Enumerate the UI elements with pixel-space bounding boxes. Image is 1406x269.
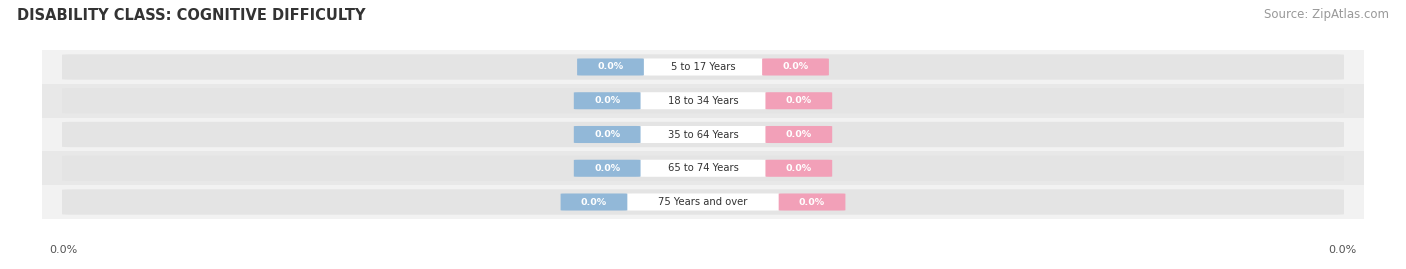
FancyBboxPatch shape [627,193,779,211]
Text: Source: ZipAtlas.com: Source: ZipAtlas.com [1264,8,1389,21]
Bar [42,84,1364,118]
FancyBboxPatch shape [640,92,766,109]
FancyBboxPatch shape [62,122,1344,147]
Text: 75 Years and over: 75 Years and over [658,197,748,207]
Text: 0.0%: 0.0% [786,96,811,105]
Text: 35 to 64 Years: 35 to 64 Years [668,129,738,140]
Text: 0.0%: 0.0% [786,130,811,139]
Text: 0.0%: 0.0% [799,197,825,207]
FancyBboxPatch shape [765,126,832,143]
Text: 0.0%: 0.0% [598,62,623,72]
Text: 0.0%: 0.0% [581,197,607,207]
FancyBboxPatch shape [574,126,641,143]
FancyBboxPatch shape [779,193,845,211]
FancyBboxPatch shape [643,58,763,76]
Text: 0.0%: 0.0% [595,130,620,139]
Text: 5 to 17 Years: 5 to 17 Years [671,62,735,72]
FancyBboxPatch shape [762,58,830,76]
Text: 0.0%: 0.0% [595,164,620,173]
FancyBboxPatch shape [62,54,1344,80]
Text: 0.0%: 0.0% [783,62,808,72]
FancyBboxPatch shape [62,155,1344,181]
Text: 0.0%: 0.0% [786,164,811,173]
FancyBboxPatch shape [574,92,641,109]
Text: DISABILITY CLASS: COGNITIVE DIFFICULTY: DISABILITY CLASS: COGNITIVE DIFFICULTY [17,8,366,23]
Text: 18 to 34 Years: 18 to 34 Years [668,96,738,106]
FancyBboxPatch shape [640,126,766,143]
FancyBboxPatch shape [765,92,832,109]
Text: 65 to 74 Years: 65 to 74 Years [668,163,738,173]
FancyBboxPatch shape [561,193,627,211]
FancyBboxPatch shape [574,160,641,177]
FancyBboxPatch shape [765,160,832,177]
Bar [42,50,1364,84]
FancyBboxPatch shape [576,58,644,76]
FancyBboxPatch shape [62,88,1344,114]
Text: 0.0%: 0.0% [595,96,620,105]
Text: 0.0%: 0.0% [1329,245,1357,255]
Text: 0.0%: 0.0% [49,245,77,255]
FancyBboxPatch shape [640,160,766,177]
FancyBboxPatch shape [62,189,1344,215]
Bar [42,185,1364,219]
Bar [42,118,1364,151]
Bar [42,151,1364,185]
